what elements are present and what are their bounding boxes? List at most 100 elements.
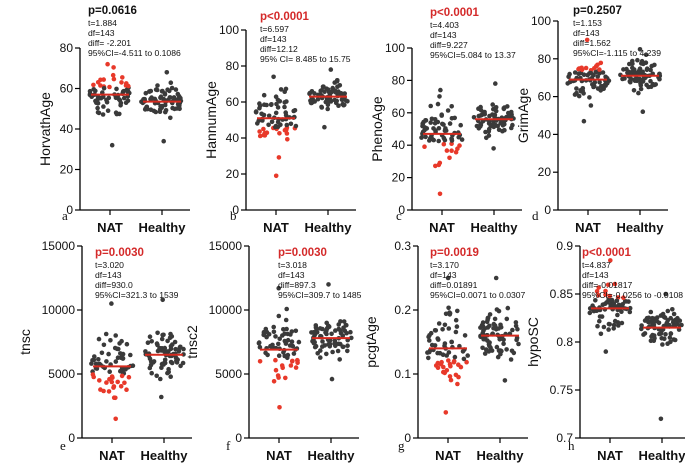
data-point-healthy [504,347,509,352]
data-point-healthy [639,58,645,64]
data-point-nat [442,341,448,346]
data-point-healthy [480,323,486,329]
data-point-nat [271,379,277,384]
data-point-healthy [648,309,654,315]
y-tick-label: 0.2 [394,303,411,317]
y-tick-label: 60 [60,82,74,96]
data-point-healthy [650,320,655,325]
y-tick-label: 80 [392,73,406,87]
data-point-nat [107,369,112,375]
data-point-healthy [514,337,519,343]
data-point-healthy [658,416,664,422]
data-point-healthy [664,320,670,326]
y-axis-title: GrimAge [515,88,531,143]
data-point-nat [283,375,288,381]
data-point-healthy [151,108,157,114]
data-point-healthy [168,115,173,121]
data-point-nat [113,416,118,422]
data-point-healthy [148,96,153,102]
data-point-nat [117,341,122,346]
data-point-nat [436,138,442,144]
data-point-healthy [482,351,488,356]
data-point-nat [439,112,445,117]
data-point-healthy [336,322,342,327]
data-point-nat [124,387,129,393]
y-tick-label: 20 [60,163,74,177]
p-value-label: p<0.0001 [582,247,632,259]
data-point-nat [105,108,111,113]
data-point-healthy [627,61,632,67]
data-point-nat [113,359,119,364]
data-point-healthy [324,351,329,357]
data-point-healthy [320,339,325,344]
data-point-healthy [335,348,341,354]
data-point-nat [460,349,466,354]
data-point-nat [581,72,587,77]
data-point-nat [433,328,439,333]
data-point-nat [273,357,278,363]
data-point-healthy [155,83,160,88]
data-point-healthy [663,332,668,337]
data-point-nat [259,111,264,117]
data-point-nat [440,121,445,127]
data-point-nat [615,312,620,318]
data-point-nat [284,306,290,312]
panel-letter: f [226,438,231,453]
data-point-healthy [482,111,487,117]
data-point-nat [257,129,262,134]
data-point-nat [435,350,440,356]
data-point-healthy [637,47,643,52]
stat-line: t=3.170 [430,260,459,270]
data-point-nat [279,363,285,368]
data-point-healthy [640,109,646,114]
data-point-healthy [654,315,660,320]
y-tick-label: 80 [226,59,240,73]
stat-line: df=143 [88,28,115,38]
data-point-healthy [642,331,648,336]
data-point-healthy [333,328,338,333]
data-point-nat [95,97,100,102]
x-tick-label-nat: NAT [263,220,289,235]
data-point-nat [296,339,302,345]
data-point-nat [594,289,600,294]
data-point-healthy [336,103,341,108]
data-point-nat [457,343,462,349]
y-tick-label: 0 [544,203,551,217]
data-point-healthy [328,67,334,72]
data-point-nat [123,367,128,372]
data-point-healthy [671,337,677,342]
data-point-nat [428,103,434,109]
data-point-nat [109,142,115,148]
data-point-nat [603,349,609,354]
data-point-nat [614,298,620,304]
data-point-healthy [325,325,330,331]
data-point-nat [119,80,124,85]
data-point-nat [283,341,289,346]
data-point-healthy [144,104,150,110]
data-point-nat [110,72,116,78]
y-tick-label: 0 [398,203,405,217]
data-point-nat [576,66,581,72]
data-point-nat [440,327,445,332]
data-point-nat [290,343,296,349]
data-point-healthy [501,341,506,347]
data-point-nat [276,155,282,160]
data-point-healthy [148,88,154,94]
data-point-nat [458,364,464,370]
data-point-nat [606,321,612,327]
data-point-healthy [324,99,329,105]
data-point-nat [121,95,127,101]
data-point-nat [598,88,603,93]
data-point-healthy [677,318,683,324]
data-point-nat [101,94,106,100]
y-tick-label: 40 [538,127,552,141]
data-point-nat [275,105,281,110]
data-point-nat [95,101,101,106]
data-point-nat [104,99,110,105]
data-point-nat [437,160,443,166]
data-point-healthy [159,365,164,371]
data-point-healthy [330,85,336,91]
data-point-nat [443,410,449,415]
data-point-healthy [651,338,657,344]
data-point-healthy [511,350,517,356]
